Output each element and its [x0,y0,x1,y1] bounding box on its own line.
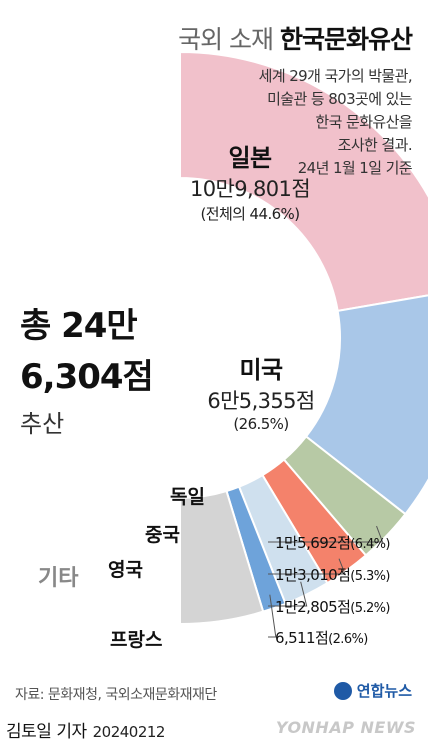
desc-line: 조사한 결과. [337,136,413,154]
callout-percent: (5.3%) [350,569,390,584]
callout-percent: (6.4%) [350,537,390,552]
callout-percent: (5.2%) [350,601,390,616]
slice-label-other: 기타 [38,566,79,591]
leader-line-2 [268,525,384,543]
chart-slices [179,50,428,626]
slice-6 [179,489,265,626]
callout-germany: 1만5,692점(6.4%) [275,532,390,553]
page-title: 국외 소재 한국문화유산 [178,20,413,56]
desc-line: 한국 문화유산을 [315,113,412,131]
callout-value: 1만3,010점 [275,566,351,584]
total-line-1: 총 24만 [20,306,138,346]
callout-percent: (2.6%) [328,632,368,647]
desc-line: 세계 29개 국가의 박물관, [258,67,413,85]
slice-label-japan: 일본 10만9,801점 (전체의 44.6%) [170,138,330,224]
reporter-credit: 김토일 기자 20240212 [6,717,165,742]
total-line-2: 6,304점 [20,357,154,397]
leader-line-4 [268,581,308,607]
slice-name: 미국 [239,356,284,384]
callout-value: 6,511점 [275,629,329,647]
slice-label-usa: 미국 6만5,355점 (26.5%) [186,350,336,433]
slice-name: 일본 [228,144,273,172]
footer-bar: 김토일 기자 20240212 YONHAP NEWS [0,712,428,750]
title-bold: 한국문화유산 [279,25,413,54]
slice-value: 6만5,355점 [207,389,315,413]
total-summary: 총 24만 6,304점 추산 [20,298,154,439]
callout-value: 1만2,805점 [275,598,351,616]
yonhap-logo-text: 연합뉴스 [356,682,412,700]
slice-percent: (전체의 44.6%) [200,205,301,223]
slice-label-germany: 독일 [170,486,205,508]
yonhap-logo-icon [333,681,352,700]
yonhap-logo: 연합뉴스 [333,680,412,701]
total-line-3: 추산 [20,410,65,438]
publish-date: 20240212 [92,723,166,741]
slice-0 [179,50,428,313]
source-note: 자료: 문화재청, 국외소재문화재재단 [15,687,217,703]
desc-line: 미술관 등 803곳에 있는 [267,90,413,108]
slice-value: 10만9,801점 [189,177,311,201]
callout-france: 6,511점(2.6%) [275,627,368,648]
callout-lines [268,525,384,638]
callout-china: 1만3,010점(5.3%) [275,564,390,585]
slice-label-china: 중국 [145,524,180,546]
callout-uk: 1만2,805점(5.2%) [275,596,390,617]
title-light: 국외 소재 [178,25,274,54]
desc-line: 24년 1월 1일 기준 [297,159,413,177]
watermark: YONHAP NEWS [275,718,416,737]
slice-percent: (26.5%) [233,415,289,433]
leader-line-3 [268,558,346,575]
slice-label-uk: 영국 [108,559,143,581]
description: 세계 29개 국가의 박물관, 미술관 등 803곳에 있는 한국 문화유산을 … [258,65,413,180]
slice-label-france: 프랑스 [110,629,163,651]
reporter-name: 김토일 기자 [6,722,87,742]
leader-line-5 [268,594,277,638]
callout-value: 1만5,692점 [275,534,351,552]
donut-chart [179,50,428,638]
